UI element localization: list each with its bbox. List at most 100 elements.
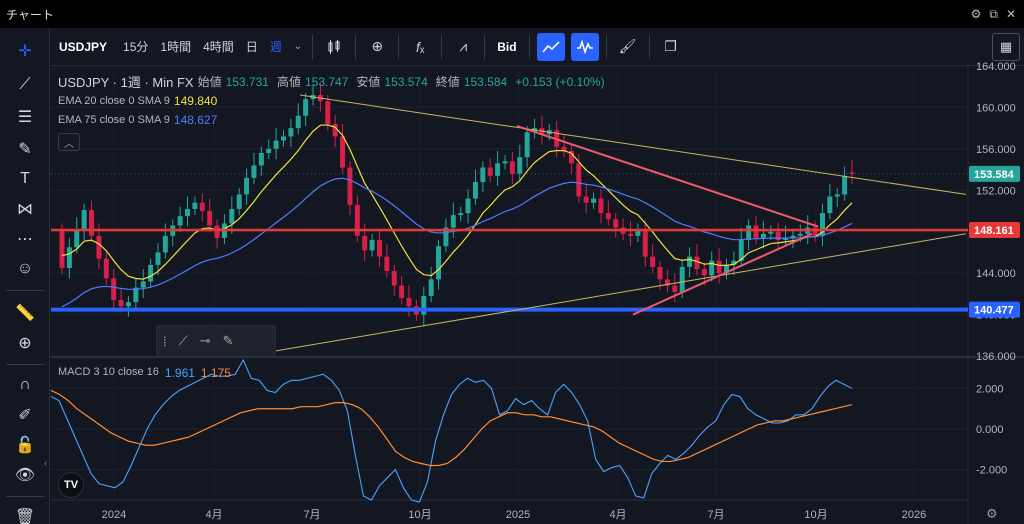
candle-body: [716, 260, 722, 274]
candle-body: [613, 219, 619, 228]
candle-body: [280, 136, 286, 141]
trendline-lower-yellow[interactable]: [269, 233, 967, 353]
candle-body: [177, 216, 183, 226]
legend-close-label: 終値: [435, 75, 460, 89]
axis-settings-icon[interactable]: ⚙: [986, 506, 998, 521]
trash-icon[interactable]: 🗑: [14, 509, 36, 524]
legend-change: +0.153 (+0.10%): [515, 74, 605, 89]
floating-drawing-toolbar: ⁞ ⟋ ⊸ ✎: [156, 325, 276, 357]
ema75-value: 148.627: [173, 112, 218, 127]
fib-icon[interactable]: ⋯: [17, 231, 33, 248]
layout-icon[interactable]: ▦: [992, 32, 1020, 61]
magnet-icon[interactable]: ∩: [19, 376, 31, 393]
collapse-toolbar-icon[interactable]: ‹: [44, 458, 47, 468]
candle-body: [436, 246, 442, 280]
popout-icon[interactable]: ⧉: [989, 6, 998, 21]
candle-body: [450, 215, 456, 228]
ema20-label[interactable]: EMA 20 close 0 SMA 9: [58, 94, 170, 107]
legend-collapse-icon[interactable]: ︿: [58, 133, 80, 151]
price-badge-label: 148.161: [974, 225, 1014, 237]
wave-chart-icon[interactable]: [570, 32, 599, 61]
legend-symbol[interactable]: USDJPY · 1週 · Min FX: [58, 75, 194, 90]
candle-body: [81, 209, 87, 230]
emoji-icon[interactable]: ☺: [16, 260, 34, 277]
pattern-icon[interactable]: ⋈: [17, 201, 33, 218]
windows-icon[interactable]: ❐: [664, 38, 677, 54]
legend-high-label: 高値: [276, 75, 301, 89]
line-chart-icon[interactable]: [536, 32, 565, 61]
candle-body: [664, 279, 670, 286]
brush-tool-icon-2[interactable]: ✎: [222, 333, 234, 348]
interval-4h[interactable]: 4時間: [203, 40, 234, 54]
interval-1h[interactable]: 1時間: [160, 40, 192, 54]
window-titlebar: チャート ⚙ ⧉ ✕: [0, 0, 1024, 28]
price-badge: [969, 222, 1020, 239]
candle-body: [672, 285, 678, 292]
candle-body: [303, 99, 309, 116]
candle-body: [89, 209, 95, 236]
candle-body: [598, 198, 604, 214]
candle-body: [472, 182, 478, 199]
settings-icon[interactable]: ⚙: [970, 6, 982, 21]
interval-15m[interactable]: 15分: [123, 40, 149, 54]
candle-body: [561, 146, 567, 151]
candle-body: [819, 213, 825, 236]
brush-icon[interactable]: 🖌: [618, 38, 637, 54]
lock-draw-icon[interactable]: ✐: [18, 407, 32, 424]
legend-close: 153.584: [463, 74, 508, 89]
candle-body: [650, 256, 656, 267]
candle-body: [214, 225, 220, 238]
ema75-label[interactable]: EMA 75 close 0 SMA 9: [58, 113, 170, 126]
interval-1d[interactable]: 日: [245, 40, 258, 54]
candle-body: [502, 161, 508, 164]
candlestick-icon[interactable]: [320, 33, 348, 61]
chevron-down-icon[interactable]: ⌄: [293, 41, 303, 52]
horizontal-lines-icon[interactable]: ☰: [17, 109, 33, 126]
text-icon[interactable]: T: [20, 170, 30, 187]
candle-body: [125, 302, 131, 307]
candle-body: [428, 279, 434, 296]
interval-1w[interactable]: 週: [269, 40, 282, 54]
candle-body: [591, 198, 597, 203]
candle-body: [458, 213, 464, 216]
bid-toggle[interactable]: Bid: [497, 39, 517, 54]
lock-icon[interactable]: 🔓: [15, 437, 35, 454]
candle-body: [185, 208, 191, 217]
candle-body: [495, 163, 501, 176]
hline-tool-icon[interactable]: ⊸: [199, 333, 211, 348]
time-tick-label: 2025: [506, 509, 530, 521]
macd-label[interactable]: MACD 3 10 close 16: [58, 366, 159, 378]
price-tick-label: 156.000: [976, 144, 1016, 156]
trendline-icon[interactable]: ⟋: [19, 76, 31, 93]
crosshair-icon[interactable]: ✛: [18, 43, 32, 60]
candle-body: [775, 231, 781, 240]
plus-circle-icon[interactable]: ⊕: [371, 38, 384, 54]
trendline-red-upper[interactable]: [516, 125, 819, 228]
price-badge-label: 153.584: [974, 169, 1015, 181]
zoom-icon[interactable]: ⊕: [18, 335, 32, 352]
brush-tool-icon[interactable]: ✎: [18, 141, 32, 158]
ruler-icon[interactable]: 📏: [15, 305, 35, 322]
candle-body: [325, 101, 331, 124]
candle-body: [273, 140, 279, 149]
trendline-tool-icon[interactable]: ⟋: [178, 333, 188, 348]
eye-icon[interactable]: 👁: [14, 467, 36, 484]
drag-handle-icon[interactable]: ⁞: [163, 333, 167, 349]
candle-body: [701, 269, 707, 276]
candle-body: [679, 266, 685, 292]
trendline-red-lower[interactable]: [632, 232, 813, 316]
candle-body: [66, 247, 72, 268]
indicators-icon[interactable]: ⩘: [459, 38, 468, 54]
candle-body: [642, 229, 648, 257]
symbol-search[interactable]: USDJPY: [59, 39, 108, 54]
macd-value: 1.961: [164, 366, 195, 380]
candle-body: [731, 260, 737, 265]
candle-body: [605, 213, 611, 220]
close-icon[interactable]: ✕: [1005, 6, 1016, 21]
macd-legend: MACD 3 10 close 16 1.961 1.175: [58, 366, 231, 380]
trendline-upper-yellow[interactable]: [299, 94, 967, 195]
candle-body: [391, 271, 397, 286]
candle-body: [524, 132, 530, 158]
